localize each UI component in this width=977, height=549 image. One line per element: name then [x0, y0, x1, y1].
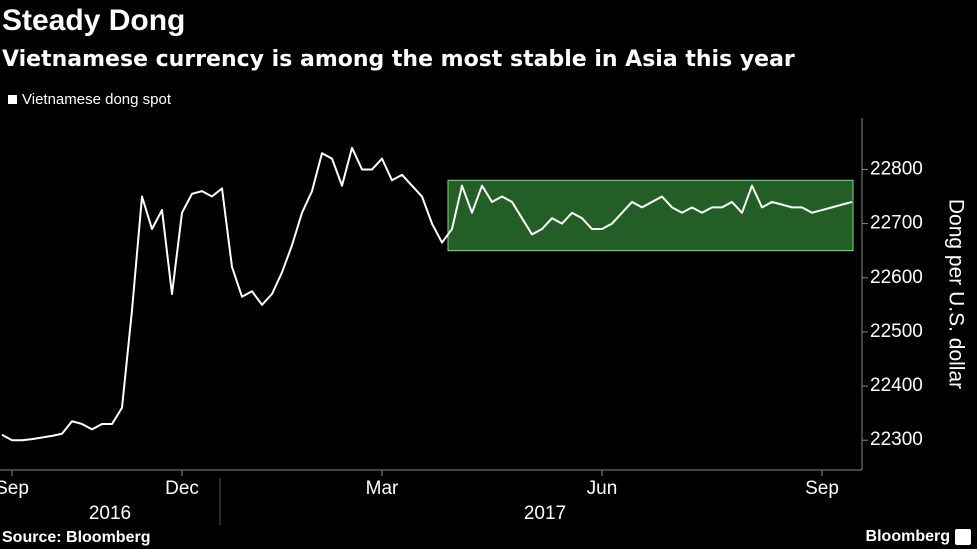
y-tick-label: 22300: [870, 429, 923, 450]
y-tick-label: 22400: [870, 375, 923, 396]
brand-icon: [955, 529, 971, 545]
data-line: [1, 146, 853, 442]
legend-swatch: [8, 95, 17, 104]
chart-title: Steady Dong: [2, 4, 185, 37]
highlight-box: [447, 179, 854, 252]
year-label: 2017: [524, 503, 566, 524]
x-tick-label: Jun: [587, 478, 618, 499]
x-tick-label: Sep: [0, 478, 29, 499]
y-tick-label: 22500: [870, 321, 923, 342]
y-tick-label: 22800: [870, 158, 923, 179]
y-tick-label: 22700: [870, 213, 923, 234]
year-label: 2016: [89, 503, 131, 524]
x-tick-label: Mar: [366, 478, 399, 499]
chart-subtitle: Vietnamese currency is among the most st…: [2, 47, 795, 72]
y-axis-title: Dong per U.S. dollar: [944, 199, 967, 389]
brand: Bloomberg: [866, 528, 950, 545]
x-tick-label: Dec: [165, 478, 199, 499]
x-tick-label: Sep: [805, 478, 839, 499]
y-tick-label: 22600: [870, 267, 923, 288]
source: Source: Bloomberg: [2, 529, 150, 546]
legend-label: Vietnamese dong spot: [22, 91, 172, 108]
